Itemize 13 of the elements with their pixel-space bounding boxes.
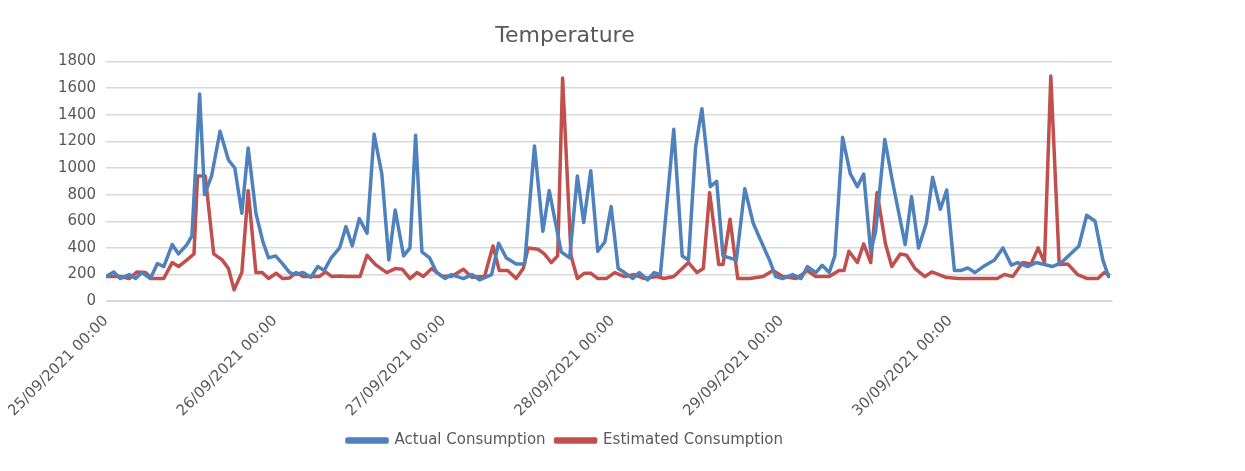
y-tick-label: 400 — [67, 237, 97, 256]
chart-title: Temperature — [494, 21, 635, 47]
y-tick-label: 1800 — [57, 51, 97, 70]
y-tick-label: 600 — [67, 211, 97, 230]
y-tick-label: 0 — [86, 291, 97, 310]
y-tick-label: 200 — [67, 264, 97, 283]
legend-label: Actual Consumption — [394, 430, 546, 449]
y-tick-label: 1600 — [57, 77, 97, 96]
legend-label: Estimated Consumption — [603, 430, 783, 449]
y-tick-label: 1200 — [57, 131, 97, 150]
y-tick-label: 800 — [67, 184, 97, 203]
y-tick-label: 1000 — [57, 157, 97, 176]
y-tick-label: 1400 — [57, 104, 97, 123]
